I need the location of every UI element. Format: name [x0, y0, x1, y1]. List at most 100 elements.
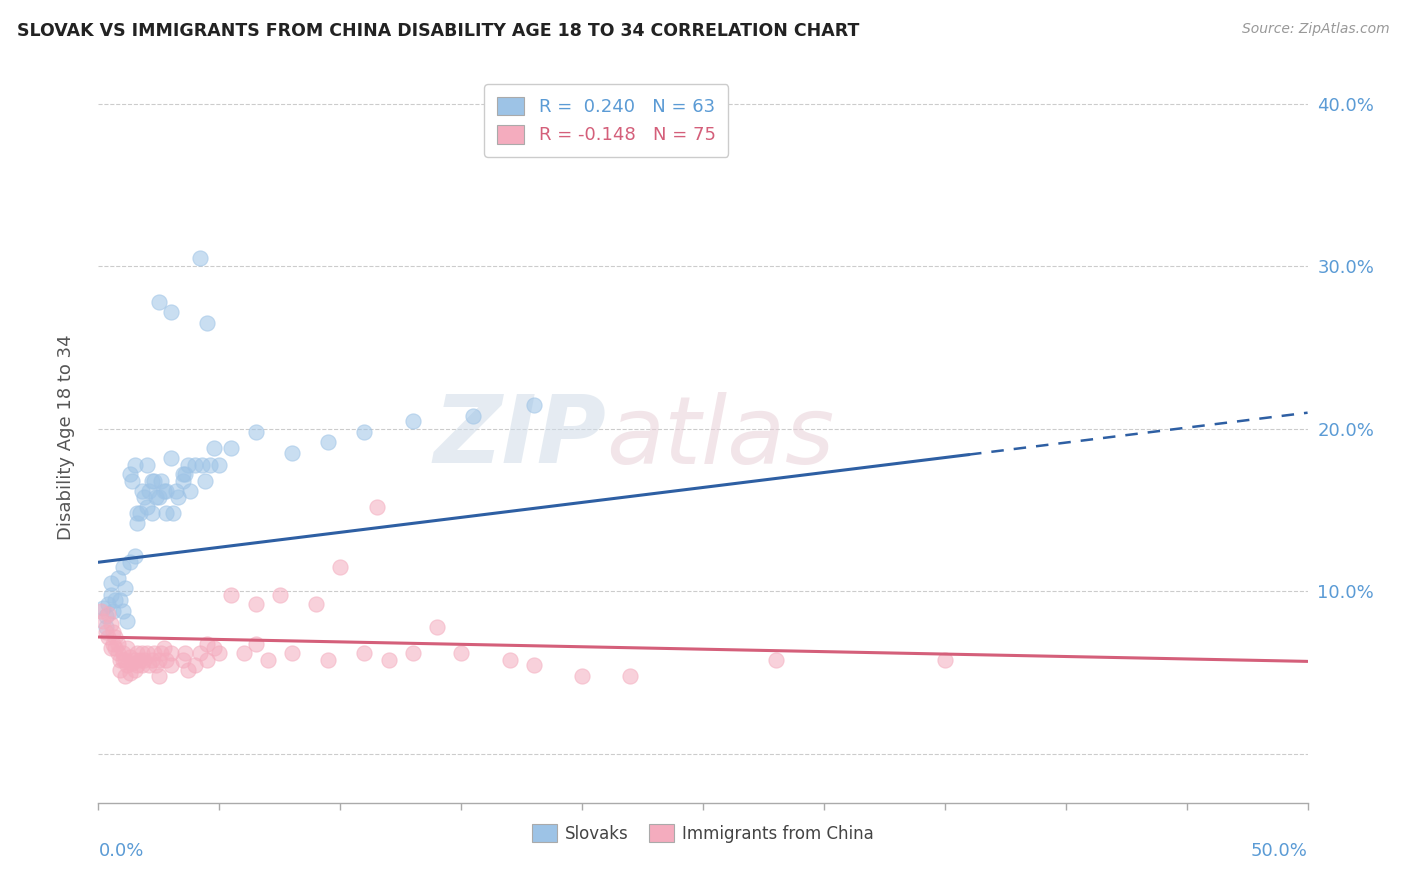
Point	[450, 646, 472, 660]
Point	[111, 560, 134, 574]
Point	[172, 467, 194, 482]
Point	[281, 446, 304, 460]
Point	[152, 641, 174, 656]
Point	[104, 592, 127, 607]
Point	[100, 641, 122, 656]
Point	[204, 442, 226, 456]
Point	[127, 516, 149, 531]
Point	[245, 636, 267, 650]
Point	[101, 604, 124, 618]
Point	[131, 657, 153, 672]
Point	[104, 630, 127, 644]
Point	[221, 588, 243, 602]
Point	[131, 483, 153, 498]
Point	[329, 560, 352, 574]
Point	[117, 657, 139, 672]
Point	[114, 669, 136, 683]
Point	[281, 646, 304, 660]
Text: 50.0%: 50.0%	[1251, 842, 1308, 860]
Point	[184, 458, 207, 472]
Point	[90, 604, 112, 618]
Point	[765, 653, 787, 667]
Point	[353, 646, 375, 660]
Point	[167, 490, 190, 504]
Point	[208, 646, 231, 660]
Point	[100, 588, 122, 602]
Point	[118, 649, 141, 664]
Point	[131, 646, 153, 660]
Point	[100, 576, 122, 591]
Point	[619, 669, 641, 683]
Point	[165, 483, 187, 498]
Point	[145, 657, 167, 672]
Point	[523, 657, 546, 672]
Point	[172, 653, 194, 667]
Point	[148, 669, 170, 683]
Point	[94, 625, 117, 640]
Point	[174, 467, 197, 482]
Point	[100, 617, 122, 632]
Point	[221, 442, 243, 456]
Point	[150, 646, 173, 660]
Point	[91, 600, 114, 615]
Point	[523, 398, 546, 412]
Point	[198, 458, 221, 472]
Point	[111, 653, 134, 667]
Point	[124, 653, 146, 667]
Point	[195, 653, 218, 667]
Point	[108, 663, 131, 677]
Point	[124, 663, 146, 677]
Point	[353, 425, 375, 440]
Point	[111, 604, 134, 618]
Point	[101, 625, 124, 640]
Point	[97, 630, 120, 644]
Point	[107, 646, 129, 660]
Point	[195, 316, 218, 330]
Point	[127, 657, 149, 672]
Point	[188, 252, 211, 266]
Point	[402, 414, 425, 428]
Point	[150, 474, 173, 488]
Point	[204, 641, 226, 656]
Point	[127, 507, 149, 521]
Point	[148, 653, 170, 667]
Point	[128, 507, 150, 521]
Point	[148, 490, 170, 504]
Point	[111, 646, 134, 660]
Point	[162, 507, 184, 521]
Point	[107, 636, 129, 650]
Point	[124, 458, 146, 472]
Point	[117, 641, 139, 656]
Point	[172, 474, 194, 488]
Point	[107, 572, 129, 586]
Point	[145, 490, 167, 504]
Point	[134, 490, 156, 504]
Point	[104, 641, 127, 656]
Point	[135, 458, 157, 472]
Point	[118, 555, 141, 569]
Point	[141, 507, 163, 521]
Point	[269, 588, 291, 602]
Point	[316, 434, 339, 449]
Point	[188, 646, 211, 660]
Point	[463, 409, 485, 423]
Point	[101, 636, 124, 650]
Point	[160, 451, 183, 466]
Point	[143, 474, 166, 488]
Point	[256, 653, 278, 667]
Point	[135, 646, 157, 660]
Point	[366, 500, 388, 514]
Point	[316, 653, 339, 667]
Point	[160, 657, 183, 672]
Text: Source: ZipAtlas.com: Source: ZipAtlas.com	[1241, 22, 1389, 37]
Point	[160, 646, 183, 660]
Point	[208, 458, 231, 472]
Point	[134, 653, 156, 667]
Point	[571, 669, 593, 683]
Text: 0.0%: 0.0%	[98, 842, 143, 860]
Point	[155, 653, 177, 667]
Point	[143, 646, 166, 660]
Point	[114, 581, 136, 595]
Point	[141, 653, 163, 667]
Point	[97, 607, 120, 622]
